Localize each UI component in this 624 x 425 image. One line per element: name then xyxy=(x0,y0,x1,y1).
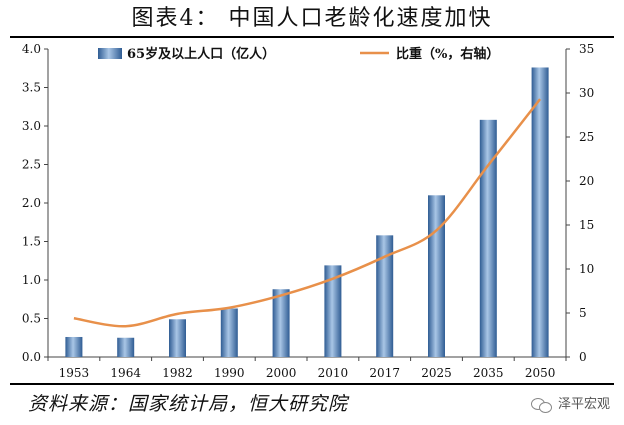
left-tick-label: 2.5 xyxy=(22,158,41,172)
x-tick-label: 2025 xyxy=(421,366,452,380)
bar xyxy=(117,337,135,357)
right-tick-label: 0 xyxy=(579,350,587,364)
bar xyxy=(531,67,549,357)
bar xyxy=(479,119,497,357)
bar xyxy=(220,308,238,357)
bar xyxy=(376,235,394,357)
left-tick-label: 0.5 xyxy=(22,312,41,326)
watermark: 泽平宏观 xyxy=(530,392,610,418)
x-tick-label: 2010 xyxy=(318,366,349,380)
x-tick-label: 1990 xyxy=(214,366,245,380)
legend-bar-swatch xyxy=(98,48,122,59)
left-tick-label: 4.0 xyxy=(22,42,41,56)
bar xyxy=(65,336,83,357)
left-tick-label: 3.0 xyxy=(22,119,41,133)
legend-line-label: 比重（%，右轴） xyxy=(396,46,499,62)
bar xyxy=(324,265,342,357)
left-tick-label: 1.0 xyxy=(22,273,41,287)
right-tick-label: 35 xyxy=(579,42,594,56)
left-tick-label: 2.0 xyxy=(22,196,41,210)
legend-bar-label: 65岁及以上人口（亿人） xyxy=(127,46,275,62)
top-rule xyxy=(10,36,614,38)
x-tick-label: 1964 xyxy=(110,366,141,380)
left-tick-label: 0.0 xyxy=(22,350,41,364)
x-tick-label: 1953 xyxy=(59,366,90,380)
right-tick-label: 30 xyxy=(579,86,594,100)
x-tick-label: 1982 xyxy=(162,366,193,380)
wechat-icon xyxy=(530,397,553,413)
right-tick-label: 5 xyxy=(579,306,587,320)
bar xyxy=(169,319,186,357)
left-tick-label: 3.5 xyxy=(22,81,41,95)
x-tick-label: 2000 xyxy=(266,366,297,380)
right-tick-label: 15 xyxy=(579,218,594,232)
chart-title: 图表4： 中国人口老龄化速度加快 xyxy=(131,6,493,31)
right-tick-label: 20 xyxy=(579,174,594,188)
bar xyxy=(428,195,445,357)
x-tick-label: 2050 xyxy=(525,366,556,380)
bottom-rule xyxy=(10,383,614,385)
ratio-line xyxy=(73,98,542,328)
right-tick-label: 10 xyxy=(579,262,594,276)
x-tick-label: 2017 xyxy=(369,366,400,380)
watermark-label: 泽平宏观 xyxy=(557,397,610,412)
bar xyxy=(272,289,290,357)
right-tick-label: 25 xyxy=(579,130,594,144)
left-tick-label: 1.5 xyxy=(22,235,41,249)
x-tick-label: 2035 xyxy=(473,366,504,380)
source-note: 资料来源：国家统计局，恒大研究院 xyxy=(28,393,349,415)
